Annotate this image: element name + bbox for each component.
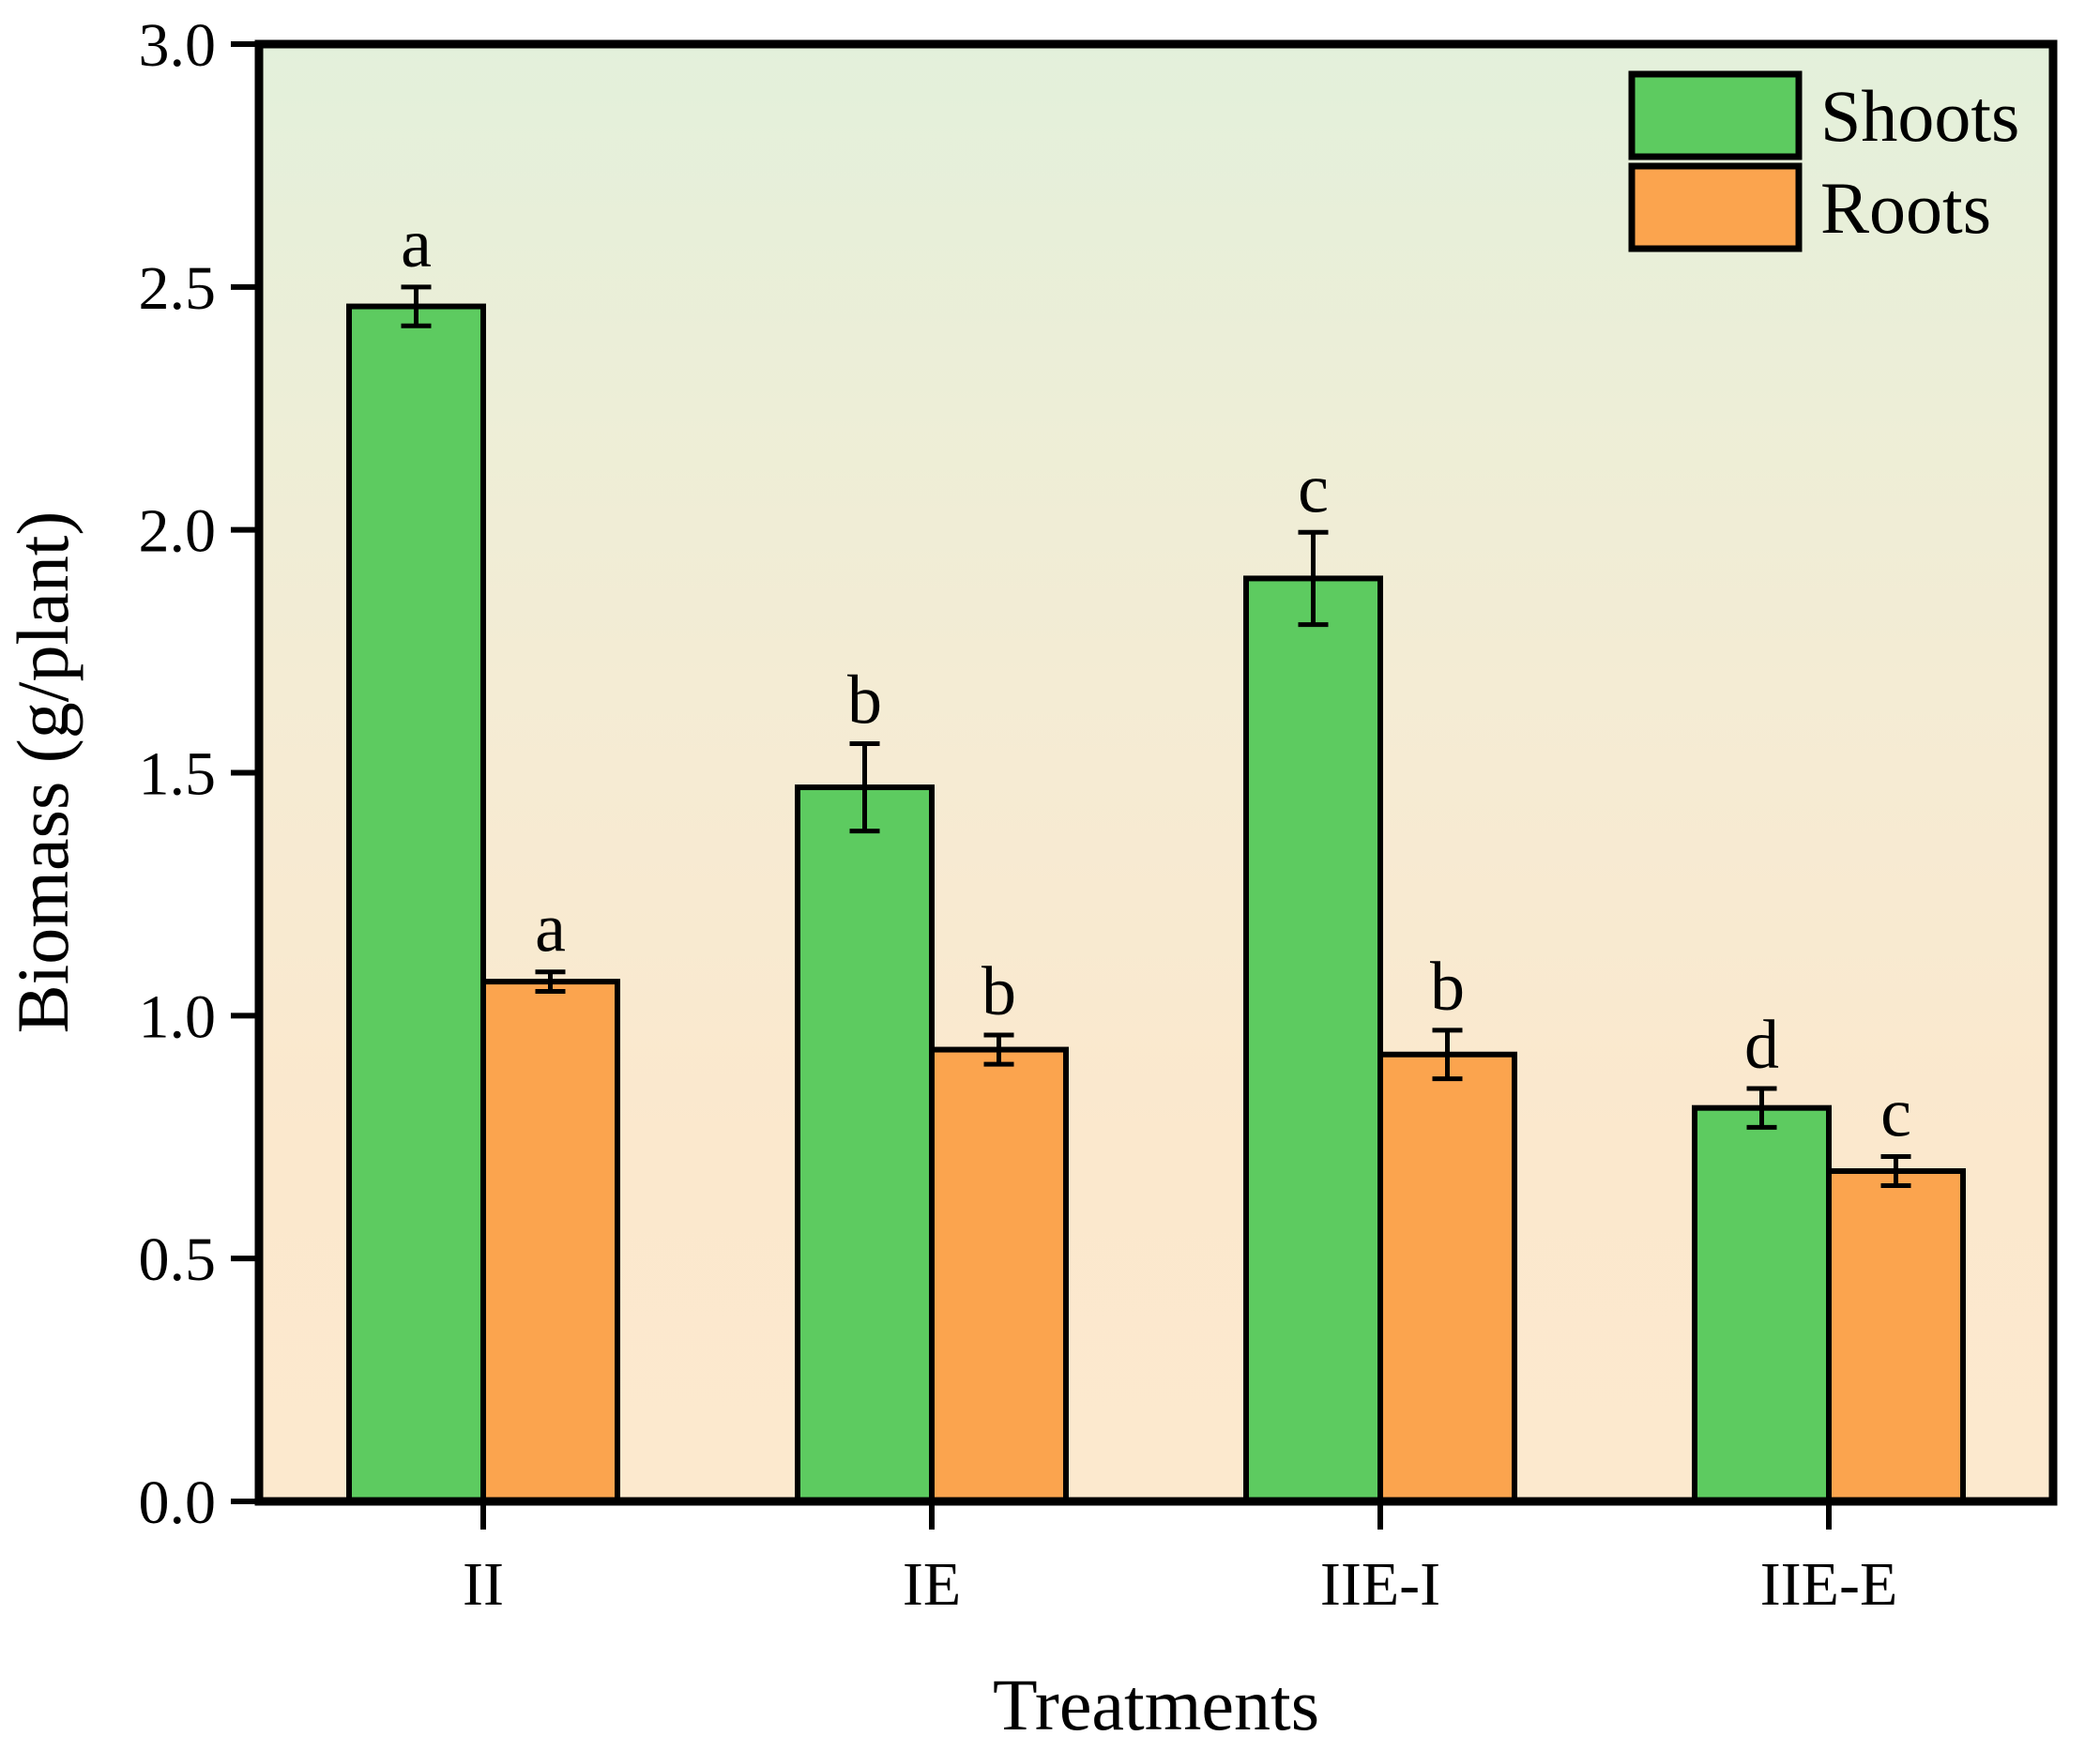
error-bar-shoots-IE: [849, 740, 880, 834]
bar-shoots-IIE-E: [1692, 1104, 1832, 1504]
y-tick-label-2.0: 2.0: [139, 497, 217, 566]
axis-ticks-layer: [231, 41, 1832, 1530]
error-bar-shoots-II: [401, 284, 432, 328]
x-category-label-II: II: [463, 1550, 504, 1619]
significance-letter-shoots-II: a: [401, 206, 432, 282]
y-axis-title: Biomass (g/plant): [2, 511, 84, 1034]
bar-roots-IIE-E: [1826, 1167, 1966, 1505]
x-category-label-IIE-E: IIE-E: [1760, 1550, 1898, 1619]
y-tick-label-0.0: 0.0: [139, 1469, 217, 1537]
significance-letter-shoots-IE: b: [847, 662, 882, 738]
bar-roots-IIE-I: [1377, 1051, 1517, 1505]
x-axis-title: Treatments: [993, 1664, 1319, 1745]
error-bar-roots-IIE-E: [1880, 1153, 1911, 1189]
legend-label-roots: Roots: [1820, 167, 1991, 249]
error-bar-shoots-IIE-E: [1746, 1086, 1777, 1130]
bars-layer: [346, 303, 1966, 1505]
bar-shoots-II: [346, 303, 486, 1504]
y-tick-label-1.0: 1.0: [139, 982, 217, 1051]
error-bar-roots-IE: [983, 1032, 1014, 1067]
error-bars-layer: [401, 284, 1911, 1189]
axis-tick-labels-layer: 0.0 0.5 1.0 1.5 2.0 2.5 3.0 II IE IIE-I IIE-E: [139, 11, 1898, 1619]
significance-letter-shoots-IIE-I: c: [1298, 450, 1329, 527]
legend-label-shoots: Shoots: [1820, 75, 2019, 157]
y-tick-label-3.0: 3.0: [139, 11, 217, 80]
error-bar-roots-IIE-I: [1432, 1028, 1463, 1082]
significance-letter-shoots-IIE-E: d: [1744, 1007, 1779, 1084]
legend-swatch-shoots: [1628, 70, 1803, 160]
bar-shoots-IE: [795, 784, 935, 1504]
significance-letters-layer: a b c d a b b c: [401, 206, 1911, 1152]
y-tick-label-1.5: 1.5: [139, 740, 217, 809]
x-category-label-IIE-I: IIE-I: [1320, 1550, 1440, 1619]
bar-shoots-IIE-I: [1243, 575, 1383, 1504]
y-tick-label-0.5: 0.5: [139, 1226, 217, 1294]
significance-letter-roots-II: a: [535, 891, 566, 967]
bar-roots-IE: [929, 1046, 1069, 1504]
legend: Shoots Roots: [1628, 70, 2019, 252]
y-tick-label-2.5: 2.5: [139, 254, 217, 323]
significance-letter-roots-IIE-E: c: [1880, 1074, 1911, 1151]
x-category-label-IE: IE: [903, 1550, 961, 1619]
error-bar-shoots-IIE-I: [1298, 529, 1329, 628]
significance-letter-roots-IIE-I: b: [1430, 949, 1465, 1026]
legend-swatch-roots: [1628, 162, 1803, 252]
error-bar-roots-II: [535, 969, 566, 994]
bar-roots-II: [480, 979, 620, 1504]
significance-letter-roots-IE: b: [982, 953, 1016, 1030]
